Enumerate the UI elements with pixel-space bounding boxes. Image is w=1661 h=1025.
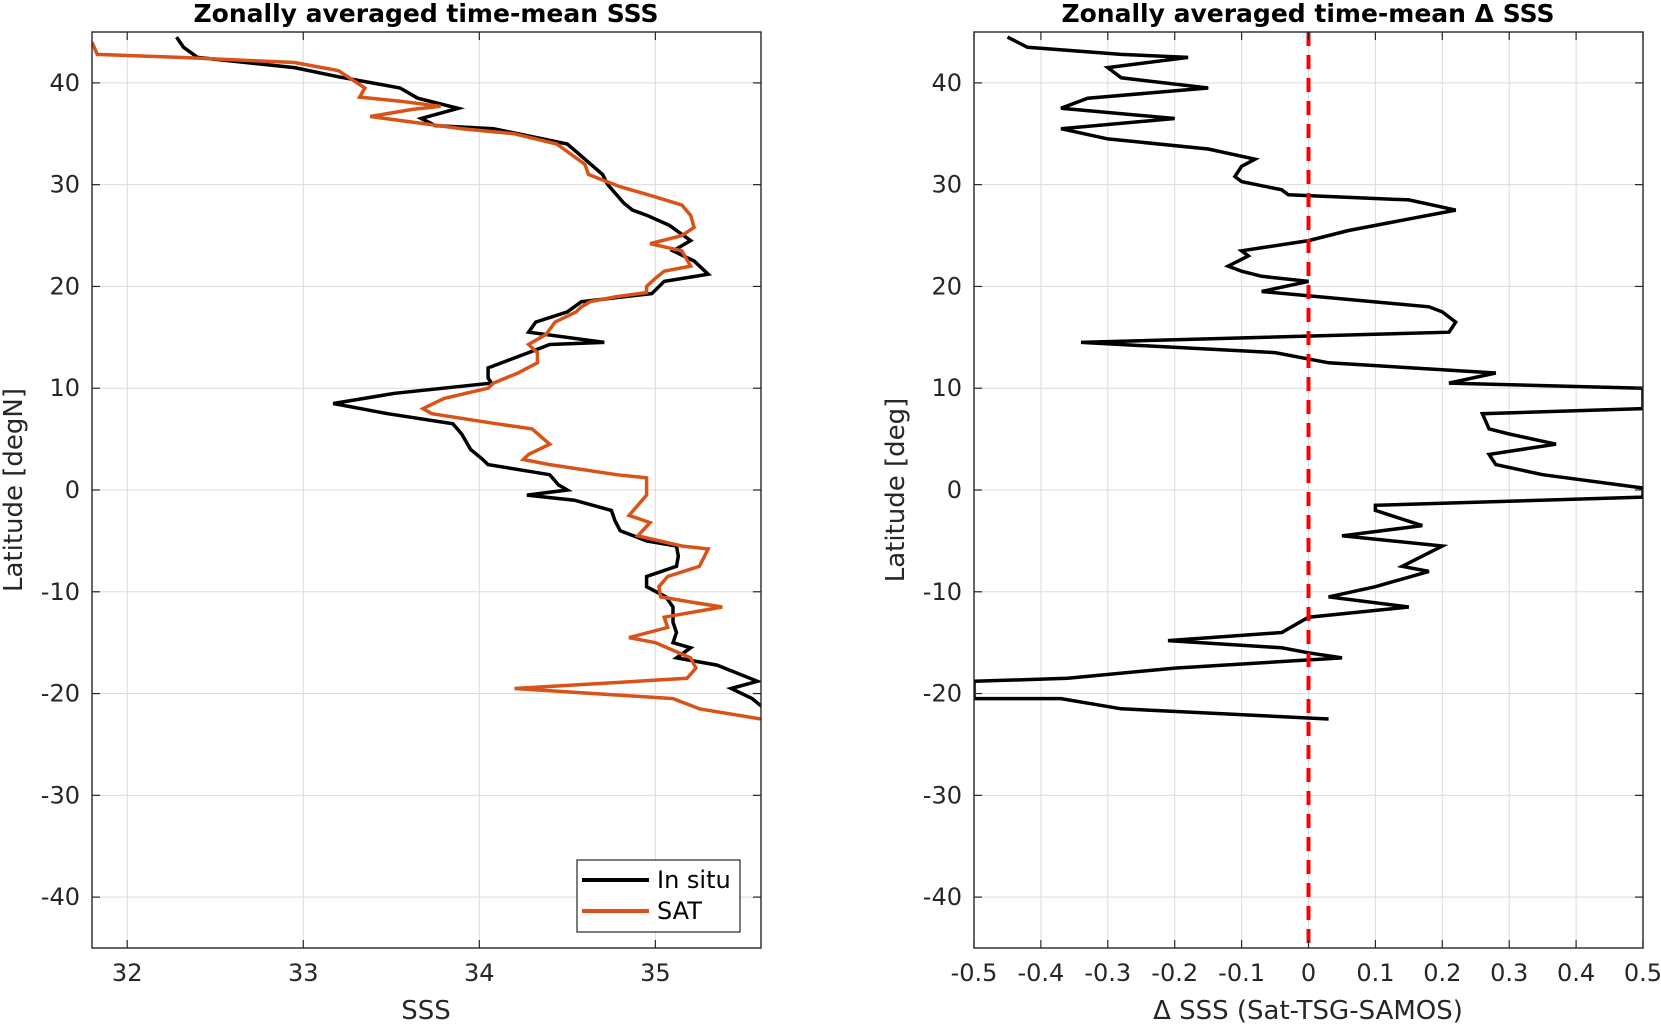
legend: In situ SAT bbox=[576, 859, 741, 933]
delta-sss-y-tick-label: 10 bbox=[931, 374, 962, 402]
delta-sss-y-tick-label: 0 bbox=[947, 476, 962, 504]
delta-sss-panel: -0.5 -0.4 -0.3 -0.2 -0.1 0 0.1 0.2 0.3 0.4 0.5 -40 -… bbox=[881, 0, 1661, 1025]
delta-sss-grid bbox=[973, 32, 1644, 948]
delta-sss-x-tick-label: 0.1 bbox=[1356, 959, 1394, 987]
sss-y-axis-label: Latitude [degN] bbox=[0, 388, 29, 592]
legend-sat-label: SAT bbox=[657, 897, 702, 925]
delta-sss-x-tick-label: 0 bbox=[1301, 959, 1316, 987]
delta-sss-y-tick-label: 20 bbox=[931, 272, 962, 300]
delta-sss-x-tick-label: 0.5 bbox=[1624, 959, 1661, 987]
sss-y-tick-label: 0 bbox=[65, 476, 80, 504]
sss-x-tick-label: 34 bbox=[464, 959, 495, 987]
delta-sss-chart-title: Zonally averaged time-mean Δ SSS bbox=[1062, 0, 1555, 28]
sss-x-axis-label: SSS bbox=[401, 996, 451, 1025]
delta-sss-x-tick-label: -0.2 bbox=[1151, 959, 1198, 987]
sss-y-tick-label: -30 bbox=[41, 781, 80, 809]
sss-panel: 32 33 34 35 -40 -30 -20 -10 0 10 20 30 40 Zonally av… bbox=[0, 0, 762, 1025]
delta-sss-y-tick-label: -30 bbox=[923, 781, 962, 809]
delta-sss-ticks: -0.5 -0.4 -0.3 -0.2 -0.1 0 0.1 0.2 0.3 0.4 0.5 -40 -… bbox=[923, 32, 1661, 987]
delta-sss-series-lines bbox=[974, 32, 1643, 948]
delta-sss-y-tick-label: -20 bbox=[923, 680, 962, 708]
delta-sss-y-tick-label: 30 bbox=[931, 171, 962, 199]
delta-sss-x-tick-label: 0.2 bbox=[1423, 959, 1461, 987]
sss-y-tick-label: 10 bbox=[49, 374, 80, 402]
sss-y-tick-label: -10 bbox=[41, 578, 80, 606]
sss-y-tick-label: -20 bbox=[41, 680, 80, 708]
delta-sss-x-tick-label: -0.4 bbox=[1017, 959, 1064, 987]
sss-grid bbox=[92, 32, 761, 948]
delta-sss-y-tick-label: -10 bbox=[923, 578, 962, 606]
sss-y-tick-label: 40 bbox=[49, 69, 80, 97]
delta-sss-x-tick-label: 0.3 bbox=[1490, 959, 1528, 987]
sss-series-lines bbox=[92, 36, 761, 721]
delta-sss-x-tick-label: -0.3 bbox=[1084, 959, 1131, 987]
sss-ticks: 32 33 34 35 -40 -30 -20 -10 0 10 20 30 40 bbox=[41, 32, 761, 987]
sss-series-line-in-situ bbox=[175, 36, 761, 709]
sss-y-tick-label: 20 bbox=[49, 272, 80, 300]
delta-sss-y-tick-label: 40 bbox=[931, 69, 962, 97]
delta-sss-y-tick-label: -40 bbox=[923, 883, 962, 911]
delta-sss-y-axis-label: Latitude [deg] bbox=[881, 398, 911, 583]
sss-y-tick-label: 30 bbox=[49, 171, 80, 199]
sss-chart-title: Zonally averaged time-mean SSS bbox=[194, 0, 659, 28]
sss-x-tick-label: 33 bbox=[288, 959, 319, 987]
legend-in-situ-label: In situ bbox=[657, 866, 731, 894]
delta-sss-x-axis-label: Δ SSS (Sat-TSG-SAMOS) bbox=[1153, 996, 1463, 1025]
delta-sss-x-tick-label: 0.4 bbox=[1557, 959, 1595, 987]
sss-x-tick-label: 32 bbox=[112, 959, 143, 987]
sss-series-line-sat bbox=[92, 41, 761, 721]
delta-sss-x-tick-label: -0.5 bbox=[951, 959, 998, 987]
delta-sss-x-tick-label: -0.1 bbox=[1218, 959, 1265, 987]
sss-x-tick-label: 35 bbox=[640, 959, 671, 987]
legend-box bbox=[576, 859, 741, 933]
sss-y-tick-label: -40 bbox=[41, 883, 80, 911]
